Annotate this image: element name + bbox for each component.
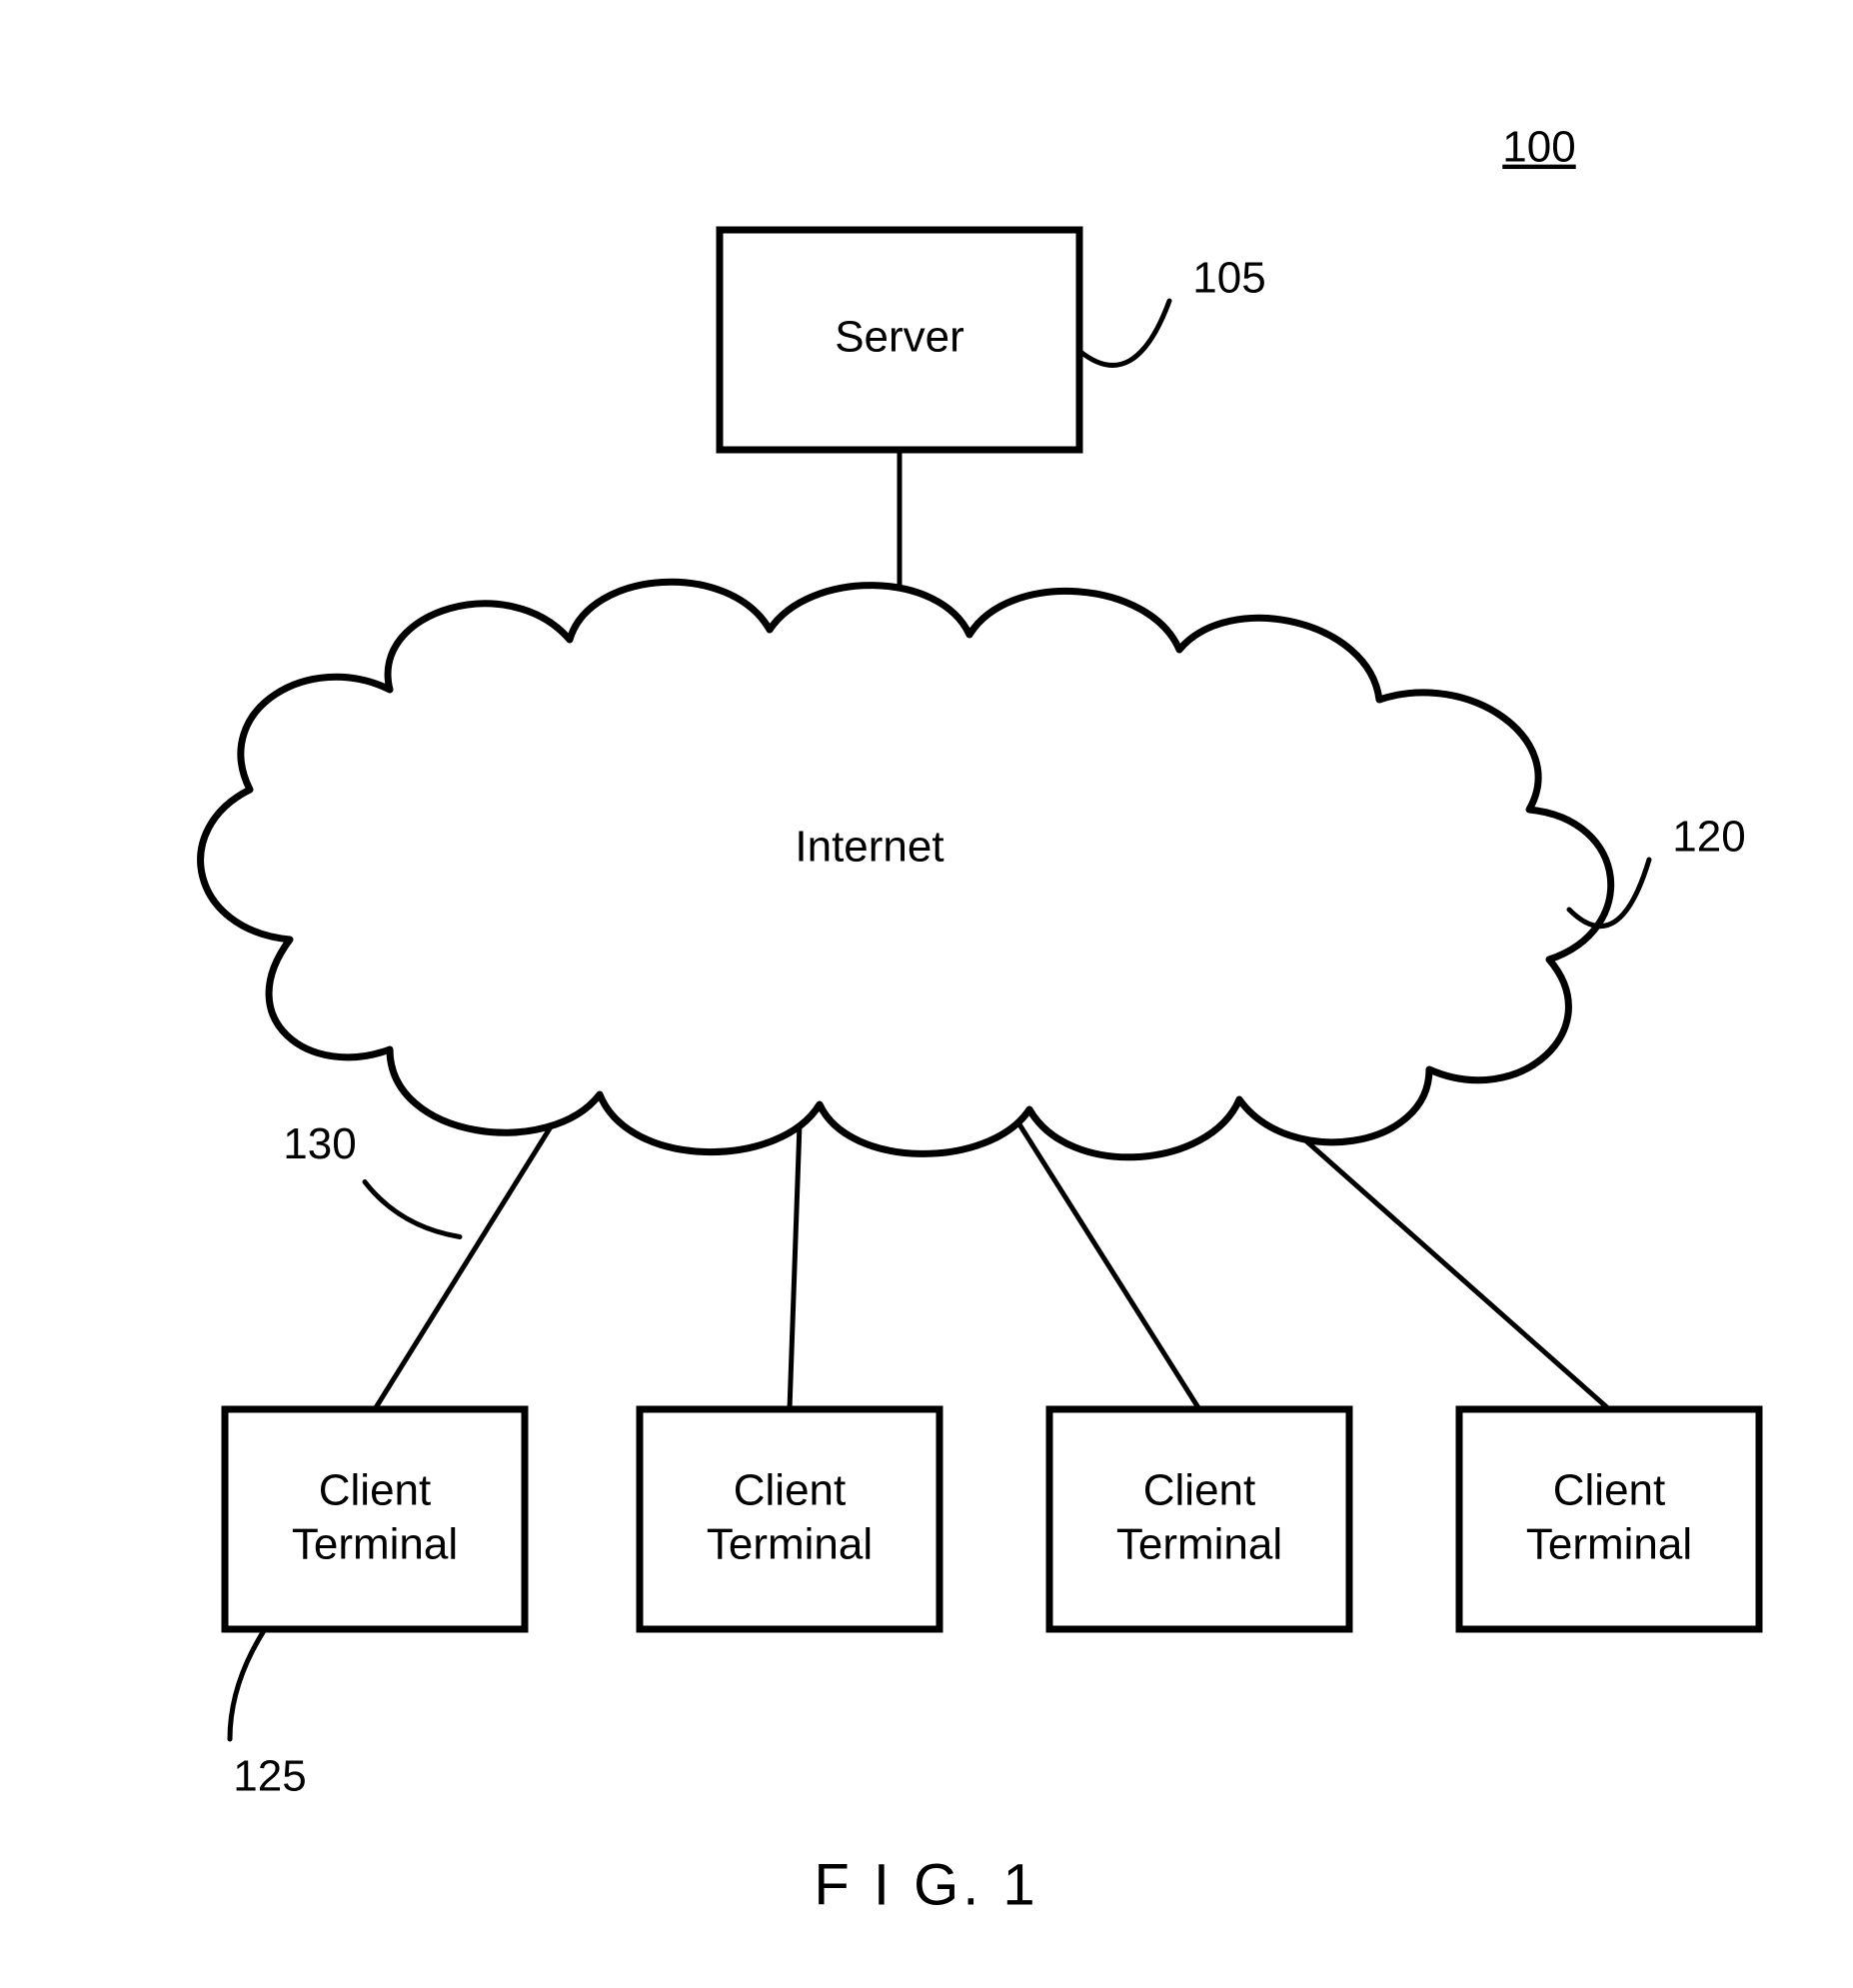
client-terminals-group: Client Terminal Client Terminal Client Termin…	[225, 1409, 1759, 1629]
client-terminal-label-line1: Client	[734, 1466, 847, 1515]
client-terminal-label-line2: Terminal	[1526, 1520, 1692, 1569]
reference-number: 125	[233, 1752, 306, 1801]
cloud-to-client-line	[790, 1124, 800, 1409]
client-terminal-label-line2: Terminal	[292, 1520, 458, 1569]
client-terminal-label-line1: Client	[319, 1466, 432, 1515]
cloud-to-client-line	[1259, 1099, 1609, 1409]
client-terminal-label-line1: Client	[1553, 1466, 1666, 1515]
client-terminal-label-line2: Terminal	[707, 1520, 873, 1569]
figure-caption: F I G. 1	[814, 1852, 1038, 1917]
reference-leader	[365, 1182, 460, 1237]
internet-label: Internet	[795, 823, 943, 872]
client-terminal-label-line2: Terminal	[1116, 1520, 1282, 1569]
client-terminal-label-line1: Client	[1143, 1466, 1256, 1515]
reference-leader	[1079, 301, 1169, 365]
reference-number-overall: 100	[1502, 123, 1575, 172]
server-label: Server	[835, 313, 964, 362]
reference-number: 105	[1192, 254, 1265, 303]
figure-stage: Server Internet Client Terminal Client Term…	[0, 0, 1853, 1988]
reference-number: 130	[283, 1119, 356, 1168]
reference-number: 120	[1672, 813, 1745, 862]
cloud-to-client-line	[1019, 1124, 1199, 1409]
cloud-to-client-line	[375, 1104, 565, 1409]
reference-leader	[230, 1629, 265, 1739]
figure-svg: Server Internet Client Terminal Client Term…	[0, 0, 1853, 1988]
